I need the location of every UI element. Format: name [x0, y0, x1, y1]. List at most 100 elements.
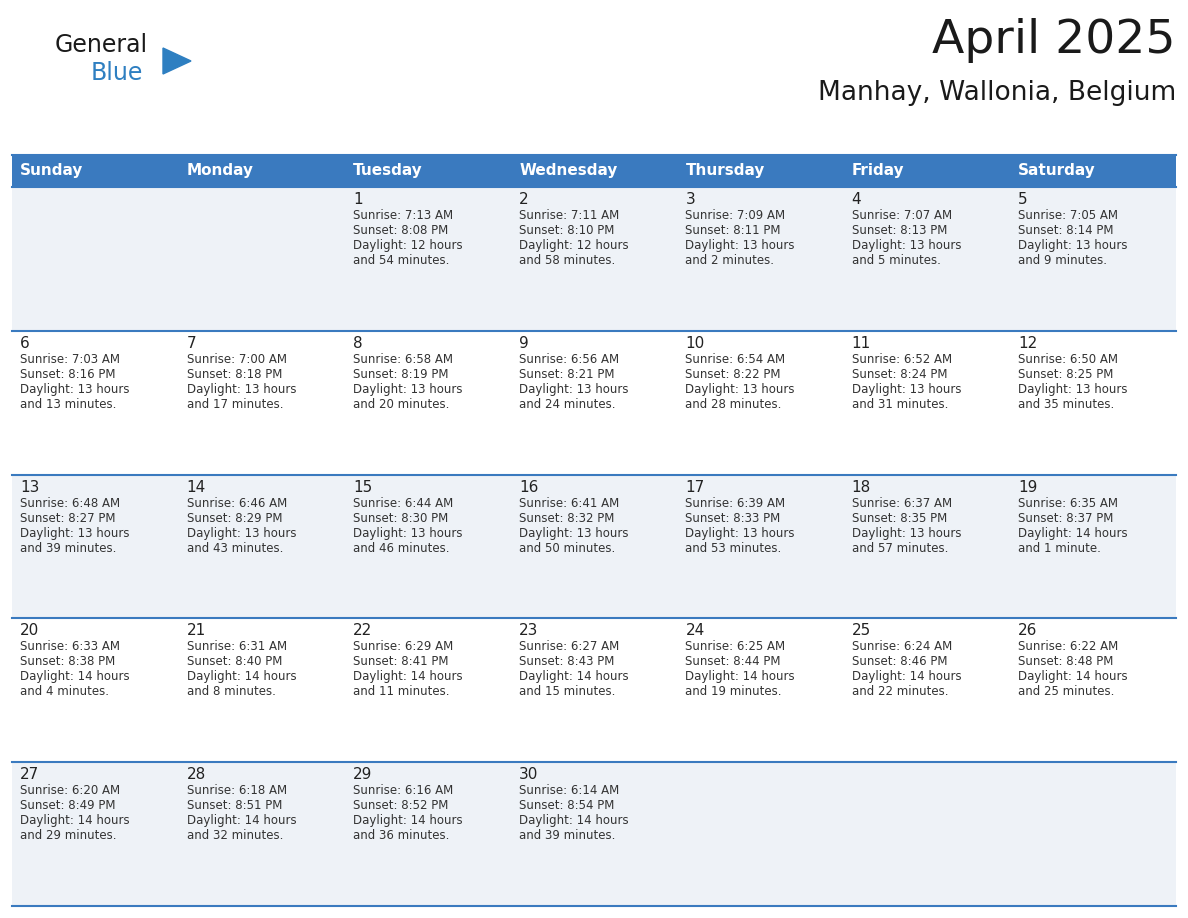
Text: 3: 3: [685, 192, 695, 207]
Text: Daylight: 13 hours: Daylight: 13 hours: [685, 527, 795, 540]
Text: 19: 19: [1018, 479, 1037, 495]
Text: Sunset: 8:29 PM: Sunset: 8:29 PM: [187, 511, 282, 524]
Text: 24: 24: [685, 623, 704, 638]
Text: Daylight: 13 hours: Daylight: 13 hours: [1018, 239, 1127, 252]
Text: Sunrise: 6:18 AM: Sunrise: 6:18 AM: [187, 784, 286, 797]
Text: April 2025: April 2025: [933, 18, 1176, 63]
Text: and 5 minutes.: and 5 minutes.: [852, 254, 941, 267]
Text: Sunrise: 6:33 AM: Sunrise: 6:33 AM: [20, 641, 120, 654]
Text: Daylight: 14 hours: Daylight: 14 hours: [187, 814, 296, 827]
Text: Daylight: 13 hours: Daylight: 13 hours: [519, 527, 628, 540]
Text: Daylight: 13 hours: Daylight: 13 hours: [852, 239, 961, 252]
Text: Sunset: 8:11 PM: Sunset: 8:11 PM: [685, 224, 781, 237]
Text: 26: 26: [1018, 623, 1037, 638]
Text: Sunrise: 6:20 AM: Sunrise: 6:20 AM: [20, 784, 120, 797]
Text: and 2 minutes.: and 2 minutes.: [685, 254, 775, 267]
Text: Sunset: 8:52 PM: Sunset: 8:52 PM: [353, 800, 448, 812]
Text: Sunrise: 6:48 AM: Sunrise: 6:48 AM: [20, 497, 120, 509]
Text: 1: 1: [353, 192, 362, 207]
Text: 7: 7: [187, 336, 196, 351]
Text: Sunrise: 6:46 AM: Sunrise: 6:46 AM: [187, 497, 286, 509]
Text: Daylight: 13 hours: Daylight: 13 hours: [1018, 383, 1127, 396]
Text: 12: 12: [1018, 336, 1037, 351]
Text: Sunrise: 6:24 AM: Sunrise: 6:24 AM: [852, 641, 952, 654]
Text: Sunrise: 7:05 AM: Sunrise: 7:05 AM: [1018, 209, 1118, 222]
Text: 15: 15: [353, 479, 372, 495]
Text: Sunset: 8:19 PM: Sunset: 8:19 PM: [353, 368, 448, 381]
Text: Daylight: 14 hours: Daylight: 14 hours: [852, 670, 961, 683]
Text: Sunrise: 6:14 AM: Sunrise: 6:14 AM: [519, 784, 619, 797]
Text: and 43 minutes.: and 43 minutes.: [187, 542, 283, 554]
Bar: [12, 619, 1176, 762]
Text: Sunset: 8:16 PM: Sunset: 8:16 PM: [20, 368, 115, 381]
Text: Sunset: 8:54 PM: Sunset: 8:54 PM: [519, 800, 614, 812]
Text: Sunset: 8:30 PM: Sunset: 8:30 PM: [353, 511, 448, 524]
Text: Sunset: 8:22 PM: Sunset: 8:22 PM: [685, 368, 781, 381]
Text: 5: 5: [1018, 192, 1028, 207]
Text: and 29 minutes.: and 29 minutes.: [20, 829, 116, 842]
Text: Sunset: 8:48 PM: Sunset: 8:48 PM: [1018, 655, 1113, 668]
Text: Wednesday: Wednesday: [519, 163, 618, 178]
Text: Daylight: 14 hours: Daylight: 14 hours: [685, 670, 795, 683]
Text: Daylight: 13 hours: Daylight: 13 hours: [852, 527, 961, 540]
Text: 16: 16: [519, 479, 538, 495]
Text: 30: 30: [519, 767, 538, 782]
Text: Sunrise: 6:52 AM: Sunrise: 6:52 AM: [852, 353, 952, 365]
Text: and 31 minutes.: and 31 minutes.: [852, 397, 948, 410]
Text: Sunrise: 6:50 AM: Sunrise: 6:50 AM: [1018, 353, 1118, 365]
Text: Daylight: 14 hours: Daylight: 14 hours: [519, 814, 628, 827]
Text: Sunrise: 7:11 AM: Sunrise: 7:11 AM: [519, 209, 619, 222]
Text: Daylight: 12 hours: Daylight: 12 hours: [353, 239, 462, 252]
Text: 13: 13: [20, 479, 39, 495]
Text: Daylight: 14 hours: Daylight: 14 hours: [1018, 670, 1127, 683]
Text: 23: 23: [519, 623, 538, 638]
Text: Daylight: 13 hours: Daylight: 13 hours: [519, 383, 628, 396]
Text: Sunrise: 6:58 AM: Sunrise: 6:58 AM: [353, 353, 453, 365]
Text: and 54 minutes.: and 54 minutes.: [353, 254, 449, 267]
Text: Sunset: 8:25 PM: Sunset: 8:25 PM: [1018, 368, 1113, 381]
Bar: [12, 330, 1176, 475]
Text: Daylight: 14 hours: Daylight: 14 hours: [353, 670, 462, 683]
Text: Daylight: 13 hours: Daylight: 13 hours: [685, 239, 795, 252]
Text: and 28 minutes.: and 28 minutes.: [685, 397, 782, 410]
Text: Sunday: Sunday: [20, 163, 83, 178]
Text: Sunrise: 6:25 AM: Sunrise: 6:25 AM: [685, 641, 785, 654]
Text: Daylight: 14 hours: Daylight: 14 hours: [353, 814, 462, 827]
Text: Sunset: 8:37 PM: Sunset: 8:37 PM: [1018, 511, 1113, 524]
Text: and 53 minutes.: and 53 minutes.: [685, 542, 782, 554]
Text: Daylight: 14 hours: Daylight: 14 hours: [20, 814, 129, 827]
Text: Sunset: 8:40 PM: Sunset: 8:40 PM: [187, 655, 282, 668]
Text: and 24 minutes.: and 24 minutes.: [519, 397, 615, 410]
Text: Sunrise: 7:07 AM: Sunrise: 7:07 AM: [852, 209, 952, 222]
Text: 14: 14: [187, 479, 206, 495]
Bar: [12, 155, 1176, 187]
Text: Friday: Friday: [852, 163, 904, 178]
Text: Daylight: 13 hours: Daylight: 13 hours: [20, 527, 129, 540]
Text: and 58 minutes.: and 58 minutes.: [519, 254, 615, 267]
Text: Daylight: 14 hours: Daylight: 14 hours: [20, 670, 129, 683]
Text: 9: 9: [519, 336, 529, 351]
Text: 18: 18: [852, 479, 871, 495]
Text: Sunrise: 6:56 AM: Sunrise: 6:56 AM: [519, 353, 619, 365]
Text: Daylight: 14 hours: Daylight: 14 hours: [1018, 527, 1127, 540]
Text: Daylight: 13 hours: Daylight: 13 hours: [852, 383, 961, 396]
Bar: [12, 762, 1176, 906]
Text: Daylight: 12 hours: Daylight: 12 hours: [519, 239, 628, 252]
Text: and 1 minute.: and 1 minute.: [1018, 542, 1101, 554]
Text: Sunset: 8:43 PM: Sunset: 8:43 PM: [519, 655, 614, 668]
Text: Daylight: 13 hours: Daylight: 13 hours: [685, 383, 795, 396]
Text: 22: 22: [353, 623, 372, 638]
Text: Sunset: 8:14 PM: Sunset: 8:14 PM: [1018, 224, 1113, 237]
Text: 21: 21: [187, 623, 206, 638]
Text: 27: 27: [20, 767, 39, 782]
Text: and 17 minutes.: and 17 minutes.: [187, 397, 283, 410]
Text: Sunrise: 7:00 AM: Sunrise: 7:00 AM: [187, 353, 286, 365]
Text: and 57 minutes.: and 57 minutes.: [852, 542, 948, 554]
Text: Sunrise: 6:41 AM: Sunrise: 6:41 AM: [519, 497, 619, 509]
Text: Sunset: 8:38 PM: Sunset: 8:38 PM: [20, 655, 115, 668]
Text: and 9 minutes.: and 9 minutes.: [1018, 254, 1107, 267]
Text: Sunrise: 6:31 AM: Sunrise: 6:31 AM: [187, 641, 286, 654]
Text: and 39 minutes.: and 39 minutes.: [20, 542, 116, 554]
Bar: [12, 475, 1176, 619]
Text: and 4 minutes.: and 4 minutes.: [20, 686, 109, 699]
